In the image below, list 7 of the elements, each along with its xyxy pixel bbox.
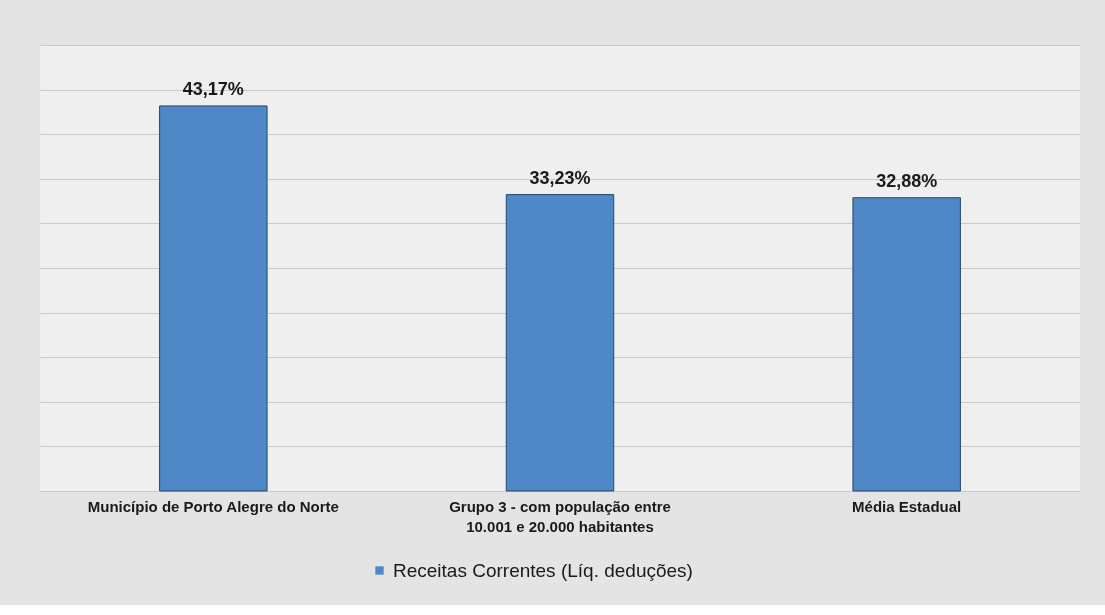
x-tick-label: Grupo 3 - com população entre 10.001 e 20.000 habitantes	[449, 497, 671, 535]
x-tick-label: Média Estadual	[852, 497, 962, 515]
data-label: 32,88%	[876, 170, 938, 191]
x-tick-label: Município de Porto Alegre do Norte	[87, 497, 339, 515]
legend-label: Receitas Correntes (Líq. deduções)	[393, 559, 693, 581]
data-label: 33,23%	[529, 167, 591, 188]
data-label: 43,17%	[182, 78, 244, 99]
